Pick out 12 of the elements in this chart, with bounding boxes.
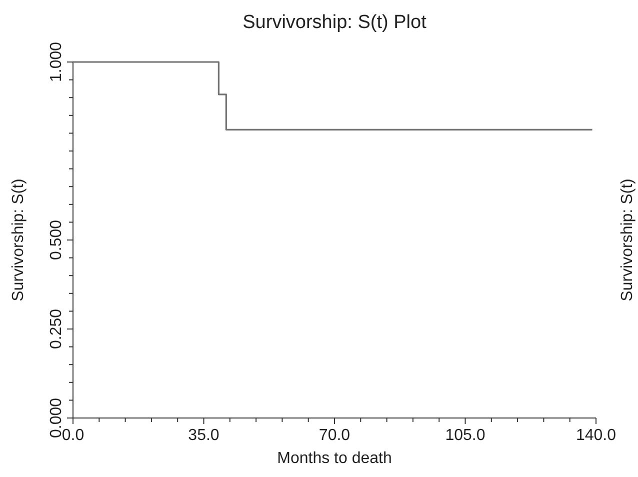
x-tick-label: 70.0 (318, 427, 350, 444)
x-axis-title: Months to death (277, 450, 392, 467)
x-tick-label: 35.0 (188, 427, 220, 444)
x-tick-label: 0.0 (62, 427, 84, 444)
y-tick-label: 0.500 (48, 220, 65, 260)
x-tick-label: 105.0 (445, 427, 486, 444)
chart-title: Survivorship: S(t) Plot (242, 12, 428, 33)
x-tick-label: 140.0 (576, 427, 616, 444)
y2-axis-title: Survivorship: S(t) (619, 178, 636, 302)
y-axis-title: Survivorship: S(t) (10, 178, 27, 302)
y-tick-label: 1.000 (48, 42, 65, 82)
y-tick-label: 0.250 (48, 308, 65, 350)
